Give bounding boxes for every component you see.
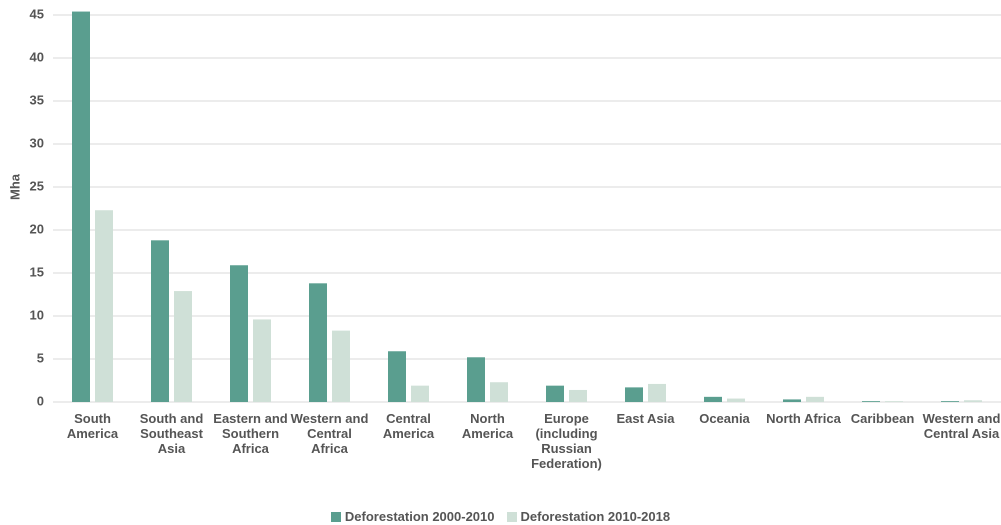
bar — [490, 382, 508, 402]
bar — [885, 401, 903, 402]
y-tick-label: 0 — [37, 393, 44, 408]
x-tick-label: South and Southeast Asia — [139, 411, 204, 456]
x-tick-label: Western and Central Asia — [922, 411, 1001, 441]
bar — [964, 400, 982, 402]
legend-item: Deforestation 2000-2010 — [330, 509, 495, 524]
y-tick-label: 10 — [30, 307, 44, 322]
x-tick-label: North Africa — [766, 411, 841, 426]
legend-swatch — [506, 511, 517, 522]
x-tick-label: Europe (including Russian Federation) — [531, 411, 602, 471]
x-tick-label: Western and Central Africa — [290, 411, 369, 456]
bar — [174, 291, 192, 402]
y-tick-label: 45 — [30, 6, 44, 21]
y-tick-label: 35 — [30, 92, 44, 107]
bar — [309, 283, 327, 402]
bar — [230, 265, 248, 402]
y-tick-label: 15 — [30, 264, 44, 279]
bar — [546, 385, 564, 402]
x-tick-label: Eastern and Southern Africa — [213, 411, 288, 456]
legend: Deforestation 2000-2010 Deforestation 201… — [0, 509, 1001, 524]
bar — [467, 357, 485, 402]
bar — [95, 210, 113, 402]
bar — [783, 399, 801, 402]
bar — [72, 11, 90, 403]
bar — [704, 396, 722, 402]
x-tick-label: Oceania — [699, 411, 750, 426]
bar — [806, 396, 824, 402]
y-tick-label: 25 — [30, 178, 44, 193]
legend-swatch — [330, 511, 341, 522]
bar — [569, 389, 587, 402]
y-tick-label: 40 — [30, 49, 44, 64]
bar — [648, 383, 666, 402]
y-tick-label: 5 — [37, 350, 44, 365]
x-tick-label: East Asia — [616, 411, 675, 426]
bar — [941, 401, 959, 402]
x-tick-label: South America — [66, 411, 119, 441]
bar — [727, 398, 745, 402]
y-tick-label: 20 — [30, 221, 44, 236]
x-tick-label: Central America — [382, 411, 435, 441]
bar — [625, 387, 643, 402]
legend-item: Deforestation 2010-2018 — [506, 509, 671, 524]
y-axis-label: Mha — [7, 173, 22, 200]
bar — [151, 240, 169, 402]
legend-label: Deforestation 2000-2010 — [344, 509, 495, 524]
bar — [332, 330, 350, 402]
x-tick-label: Caribbean — [850, 411, 915, 426]
bar — [253, 319, 271, 402]
y-tick-label: 30 — [30, 135, 44, 150]
x-tick-label: North America — [461, 411, 514, 441]
bar — [411, 385, 429, 402]
bar — [862, 401, 880, 402]
legend-label: Deforestation 2010-2018 — [520, 509, 671, 524]
bar — [388, 351, 406, 402]
